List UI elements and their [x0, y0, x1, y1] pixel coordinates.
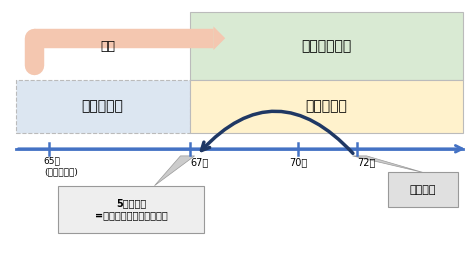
Text: 本来請求: 本来請求: [410, 185, 437, 195]
Bar: [190, 80, 463, 133]
Bar: [190, 12, 463, 80]
Text: 本来年金額: 本来年金額: [306, 100, 347, 114]
Bar: [58, 186, 204, 233]
Text: 72歳: 72歳: [357, 157, 375, 167]
Text: 増額: 増額: [100, 40, 115, 53]
Polygon shape: [213, 26, 225, 50]
Text: 繰下げ待機: 繰下げ待機: [82, 100, 124, 114]
Text: 5年前の日
=特例的な繰下げみなし日: 5年前の日 =特例的な繰下げみなし日: [95, 198, 167, 220]
Text: 繰下げ加算額: 繰下げ加算額: [301, 39, 352, 53]
Text: 65歳
(受給権発生): 65歳 (受給権発生): [44, 157, 78, 176]
Polygon shape: [353, 156, 423, 172]
Text: 70歳: 70歳: [289, 157, 307, 167]
Bar: [388, 172, 458, 207]
Text: 67歳: 67歳: [190, 157, 208, 167]
Polygon shape: [155, 156, 195, 186]
Bar: [16, 80, 190, 133]
